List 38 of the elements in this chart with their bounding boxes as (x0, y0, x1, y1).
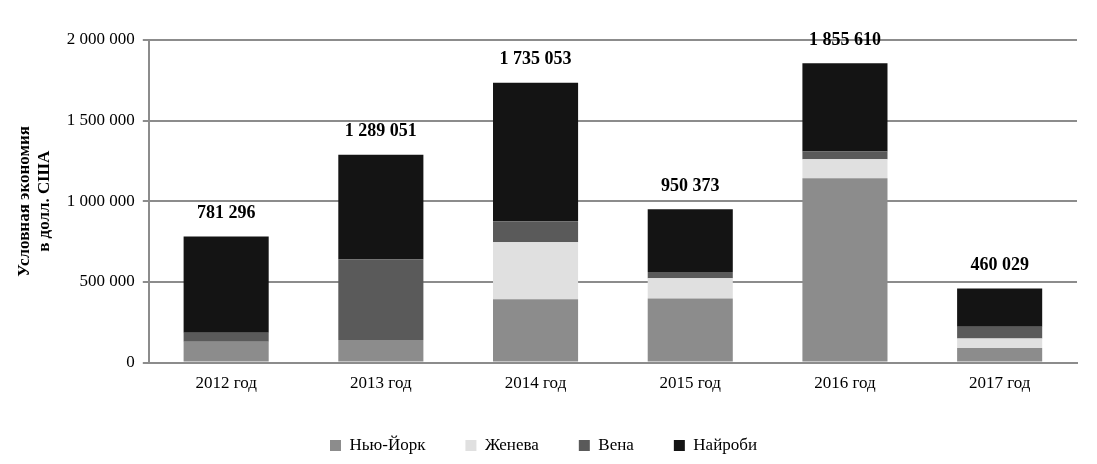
bar (338, 259, 424, 341)
bar (183, 332, 269, 342)
y-tick-label: 1 000 000 (66, 190, 135, 210)
bar (802, 159, 888, 179)
total-label: 950 373 (661, 174, 720, 195)
y-tick-label: 1 500 000 (66, 110, 135, 130)
x-tick-label: 2012 год (195, 373, 258, 393)
bar (957, 338, 1043, 349)
bar (493, 221, 579, 243)
x-tick-label: 2014 год (504, 373, 567, 393)
total-label: 1 289 051 (344, 120, 417, 141)
bar (647, 209, 733, 272)
y-tick-label: 2 000 000 (66, 29, 135, 49)
bar (338, 154, 424, 260)
bar (957, 288, 1043, 327)
legend-label: Вена (598, 434, 635, 454)
y-tick-label: 500 000 (79, 271, 135, 291)
bar (493, 242, 579, 300)
x-tick-label: 2013 год (350, 373, 412, 393)
bar (493, 82, 579, 222)
total-label: 460 029 (970, 254, 1029, 275)
bar (647, 278, 733, 299)
total-label: 1 735 053 (499, 48, 572, 69)
legend-label: Женева (484, 434, 540, 454)
bar (957, 326, 1043, 339)
x-tick-label: 2015 год (659, 373, 722, 393)
total-label: 781 296 (196, 202, 256, 223)
bar (802, 151, 888, 160)
x-tick-label: 2017 год (968, 373, 1031, 393)
bar (647, 271, 733, 279)
legend-label: Найроби (693, 434, 758, 454)
y-axis-title: Условная экономия в долл. США (13, 125, 53, 277)
bar (802, 63, 888, 152)
x-tick-label: 2016 год (814, 373, 877, 393)
bar (183, 236, 269, 333)
y-tick-label: 0 (126, 352, 135, 372)
legend-label: Нью-Йорк (349, 434, 427, 454)
total-label: 1 855 610 (808, 28, 881, 49)
